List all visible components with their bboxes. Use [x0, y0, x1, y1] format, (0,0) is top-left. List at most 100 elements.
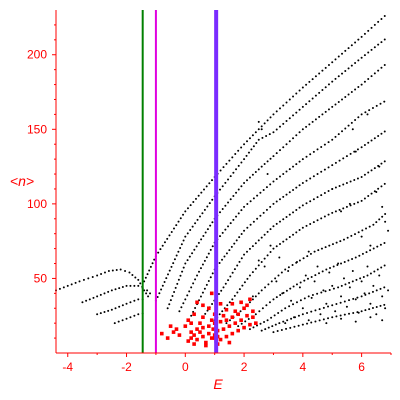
data-point [201, 291, 204, 294]
data-point [298, 89, 301, 92]
data-point [121, 286, 124, 289]
data-point [360, 56, 363, 59]
data-point [288, 213, 291, 216]
data-point [303, 279, 306, 282]
data-point [209, 336, 214, 340]
data-point [278, 322, 281, 325]
data-point [289, 326, 292, 329]
data-point [92, 296, 95, 299]
data-point [324, 66, 327, 69]
data-point [281, 292, 284, 295]
data-point [370, 26, 373, 29]
x-tick-label: 4 [299, 360, 306, 374]
data-point [384, 220, 387, 223]
data-point [360, 199, 363, 202]
data-point [278, 149, 281, 152]
data-point [312, 221, 315, 224]
data-point [350, 64, 353, 67]
axes [55, 10, 391, 354]
data-point [368, 292, 371, 295]
data-point [282, 146, 285, 149]
data-point [332, 287, 335, 290]
data-point [370, 192, 373, 195]
data-point [383, 63, 386, 66]
data-point [238, 288, 241, 291]
data-point [314, 309, 317, 312]
data-point [203, 259, 206, 262]
data-point [278, 220, 281, 223]
data-point [256, 217, 259, 220]
data-point [331, 105, 334, 108]
data-point [179, 246, 182, 249]
data-point [237, 164, 240, 167]
data-point [261, 307, 264, 310]
data-point [323, 215, 326, 218]
data-point [171, 330, 176, 334]
data-point [331, 80, 334, 83]
data-point [240, 322, 243, 325]
data-point [357, 86, 360, 89]
data-point [274, 323, 277, 326]
data-point [331, 138, 334, 141]
data-point [146, 273, 149, 276]
data-point [196, 218, 199, 221]
data-point [167, 273, 170, 276]
data-point [295, 92, 298, 95]
data-point [280, 271, 283, 274]
data-point [285, 215, 288, 218]
data-point [239, 310, 242, 313]
data-point [367, 77, 370, 80]
data-point [320, 146, 323, 149]
data-point [378, 274, 381, 277]
data-point [168, 324, 173, 328]
data-point [380, 66, 383, 69]
data-point [251, 315, 255, 320]
data-point [177, 250, 180, 253]
data-point [251, 245, 254, 248]
data-point [221, 258, 224, 261]
data-point [211, 245, 214, 248]
data-point [189, 330, 193, 334]
data-point [236, 328, 240, 333]
data-point [207, 306, 211, 311]
data-point [278, 175, 281, 178]
data-point [288, 98, 291, 101]
data-point [375, 305, 378, 308]
data-point [331, 243, 334, 246]
data-point [227, 178, 230, 181]
data-point [288, 117, 291, 120]
data-point [245, 154, 248, 157]
data-point [278, 242, 281, 245]
data-point [337, 133, 340, 136]
data-point [288, 140, 291, 143]
data-point [384, 307, 387, 310]
data-point [298, 184, 301, 187]
data-point [289, 287, 292, 290]
data-point [347, 124, 350, 127]
data-point [319, 313, 322, 316]
data-point [227, 201, 230, 204]
data-point [320, 217, 323, 220]
data-point [244, 320, 247, 323]
data-point [375, 289, 378, 292]
data-point [295, 163, 298, 166]
data-point [222, 286, 225, 289]
data-point [262, 211, 265, 214]
data-point [293, 325, 296, 328]
data-point [275, 128, 278, 131]
data-point [320, 247, 323, 250]
data-point [218, 337, 223, 342]
data-point [320, 194, 323, 197]
data-point [354, 150, 357, 153]
data-point [365, 227, 368, 230]
data-point [177, 278, 180, 281]
data-point [237, 149, 240, 152]
data-point [227, 340, 232, 345]
data-point [233, 309, 238, 314]
data-point [236, 291, 239, 294]
data-point [178, 310, 181, 313]
data-point [292, 137, 295, 140]
data-point [266, 230, 269, 233]
data-point [383, 100, 386, 103]
